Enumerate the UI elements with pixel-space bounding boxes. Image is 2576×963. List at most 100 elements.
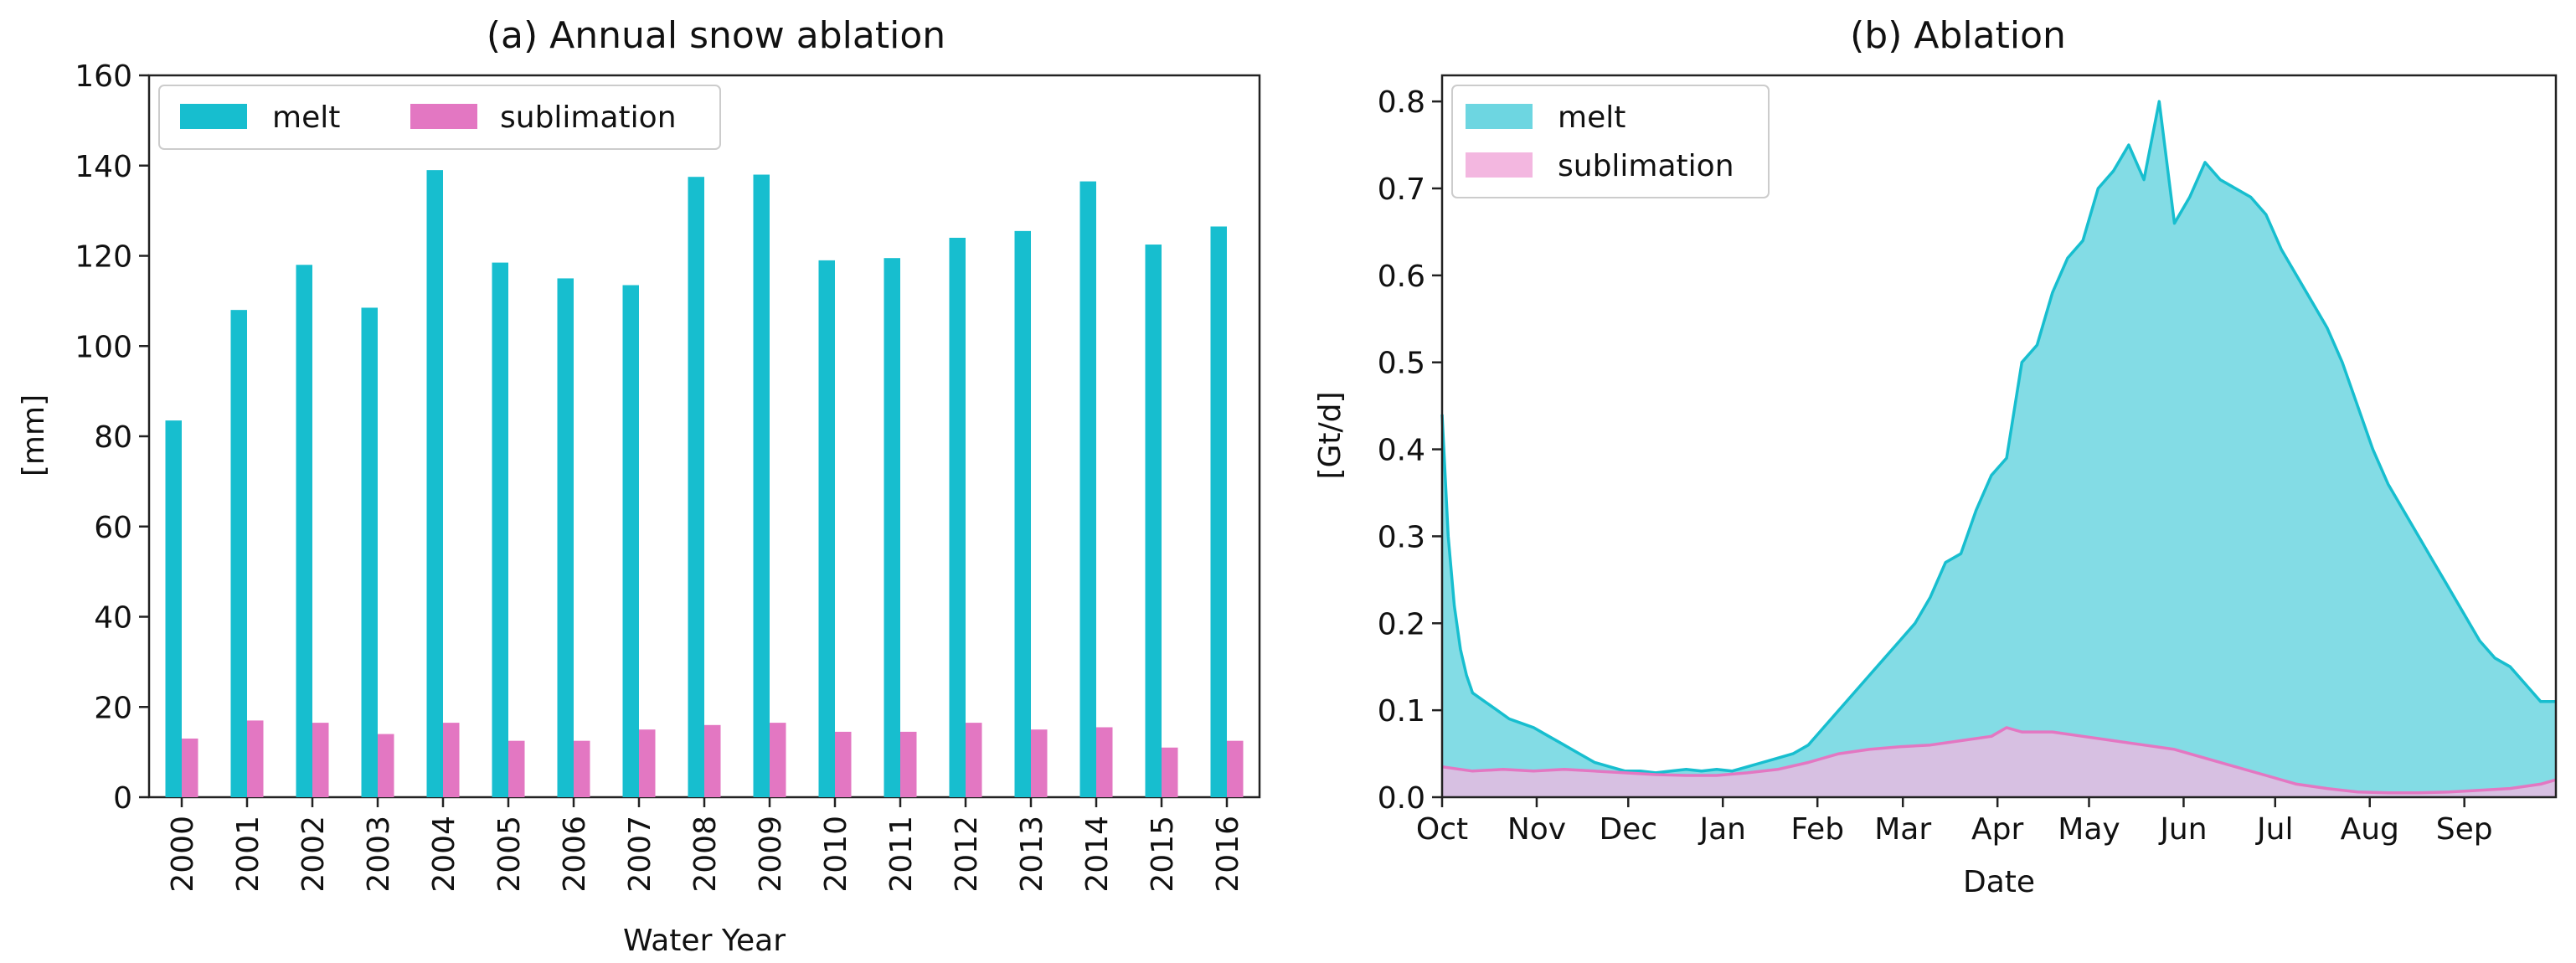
y-tick-label: 40 [94, 601, 132, 636]
x-tick-label-2015: 2015 [1146, 816, 1180, 893]
area-fill-melt [1442, 101, 2556, 797]
legend-label-sublimation-area: sublimation [1558, 149, 1734, 183]
chart-b-plot-area [1440, 74, 2558, 799]
x-tick-label-2007: 2007 [623, 816, 657, 893]
x-tick-label-Jul: Jul [2255, 812, 2293, 847]
chart-a-bars [165, 170, 1244, 798]
chart-b-title: (b) Ablation [1850, 14, 2066, 57]
bar-melt-2000 [165, 420, 182, 797]
bar-sublimation-2012 [966, 723, 982, 797]
bar-melt-2016 [1210, 226, 1227, 797]
bar-melt-2003 [361, 307, 378, 797]
bar-sublimation-2016 [1227, 740, 1244, 797]
bar-sublimation-2014 [1096, 727, 1113, 797]
y-tick-label: 0.4 [1378, 434, 1425, 468]
x-tick-label-Sep: Sep [2436, 812, 2493, 847]
bar-sublimation-2009 [770, 723, 786, 797]
y-tick-label: 0.8 [1378, 85, 1425, 120]
x-tick-label-2013: 2013 [1015, 816, 1049, 893]
x-tick-label-2008: 2008 [688, 816, 723, 893]
chart-a-x-axis: 2000 2001 2002 2003 2004 2005 2006 2007 2008 2009… [166, 797, 1245, 893]
bar-sublimation-2005 [508, 740, 525, 797]
bar-melt-2015 [1145, 245, 1162, 797]
area-line-sublimation [1441, 726, 2557, 795]
x-tick-label-2005: 2005 [492, 816, 527, 893]
bar-melt-2007 [622, 285, 639, 797]
x-tick-label-Nov: Nov [1507, 812, 1566, 847]
bar-sublimation-2004 [443, 723, 460, 797]
chart-b-y-axis: 0.0 0.1 0.2 0.3 0.4 0.5 0.6 0.7 0.8 [1378, 85, 1442, 816]
bar-sublimation-2000 [182, 738, 198, 797]
x-tick-label-2001: 2001 [231, 816, 265, 893]
x-tick-label-Oct: Oct [1416, 812, 1468, 847]
bar-melt-2002 [296, 265, 312, 797]
legend-label-melt-area: melt [1558, 100, 1625, 135]
area-chart-ablation: (b) Ablation 0.0 0.1 0.2 0.3 0.4 0.5 0.6 0.7 0.8… [1313, 14, 2558, 899]
x-tick-label-2002: 2002 [296, 816, 331, 893]
y-tick-label: 0.7 [1378, 173, 1425, 207]
area-line-melt [1440, 100, 2556, 775]
bar-chart-annual-snow-ablation: (a) Annual snow ablation 0 20 40 60 80 100 120… [17, 14, 1261, 958]
legend-swatch-sublimation [410, 104, 477, 129]
bar-sublimation-2010 [835, 731, 852, 797]
x-tick-label-2010: 2010 [819, 816, 853, 893]
bar-sublimation-2002 [312, 723, 329, 797]
x-tick-label-2012: 2012 [950, 816, 984, 893]
y-tick-label: 20 [94, 691, 132, 725]
chart-a-title: (a) Annual snow ablation [487, 14, 945, 57]
y-tick-label: 120 [75, 240, 132, 275]
y-tick-label: 0.6 [1378, 260, 1425, 294]
chart-b-x-axis-label: Date [1963, 865, 2035, 899]
bar-melt-2013 [1014, 230, 1031, 797]
x-tick-label-2014: 2014 [1080, 816, 1115, 893]
y-tick-label: 0.1 [1378, 694, 1425, 729]
bar-melt-2004 [426, 170, 443, 797]
bar-sublimation-2001 [247, 720, 264, 797]
legend-label-melt: melt [272, 100, 340, 135]
y-tick-label: 140 [75, 150, 132, 184]
chart-b-x-axis: Oct Nov Dec Jan Feb Mar Apr May Jun Jul Aug Sep [1416, 797, 2493, 847]
x-tick-label-Feb: Feb [1790, 812, 1844, 847]
x-tick-label-2009: 2009 [754, 816, 788, 893]
x-tick-label-Jun: Jun [2158, 812, 2207, 847]
chart-a-y-axis-label: [mm] [17, 394, 51, 476]
bar-sublimation-2003 [378, 734, 394, 797]
chart-b-areas [1440, 100, 2557, 797]
bar-sublimation-2008 [704, 724, 721, 797]
x-tick-label-Dec: Dec [1599, 812, 1657, 847]
chart-a-x-axis-label: Water Year [623, 924, 786, 958]
x-tick-label-2004: 2004 [427, 816, 461, 893]
x-tick-label-2006: 2006 [558, 816, 592, 893]
bar-sublimation-2011 [900, 731, 917, 797]
bar-melt-2012 [949, 237, 966, 797]
y-tick-label: 0.3 [1378, 520, 1425, 554]
bar-melt-2001 [230, 310, 247, 797]
x-tick-label-Aug: Aug [2341, 812, 2399, 847]
bar-sublimation-2013 [1031, 729, 1048, 797]
x-tick-label-2003: 2003 [362, 816, 396, 893]
chart-b-y-axis-label: [Gt/d] [1313, 391, 1347, 479]
y-tick-label: 100 [75, 330, 132, 364]
bar-melt-2006 [557, 278, 574, 797]
y-tick-label: 0.5 [1378, 347, 1425, 381]
x-tick-label-Jan: Jan [1698, 812, 1746, 847]
y-tick-label: 0.0 [1378, 781, 1425, 816]
x-tick-label-2016: 2016 [1211, 816, 1245, 893]
x-tick-label-2011: 2011 [884, 816, 919, 893]
y-tick-label: 160 [75, 59, 132, 94]
bar-sublimation-2015 [1162, 747, 1178, 797]
y-tick-label: 0.2 [1378, 607, 1425, 641]
bar-melt-2011 [884, 258, 900, 798]
y-tick-label: 0 [113, 781, 132, 816]
legend-label-sublimation: sublimation [500, 100, 677, 135]
bar-melt-2009 [753, 174, 770, 797]
bar-melt-2014 [1079, 181, 1096, 797]
x-tick-label-Apr: Apr [1971, 812, 2023, 847]
bar-sublimation-2006 [574, 740, 590, 797]
chart-b-legend: melt sublimation [1451, 85, 1770, 198]
chart-a-y-axis: 0 20 40 60 80 100 120 140 160 [75, 59, 149, 816]
bar-melt-2005 [492, 262, 508, 797]
bar-sublimation-2007 [639, 729, 656, 797]
x-tick-label-2000: 2000 [166, 816, 200, 893]
